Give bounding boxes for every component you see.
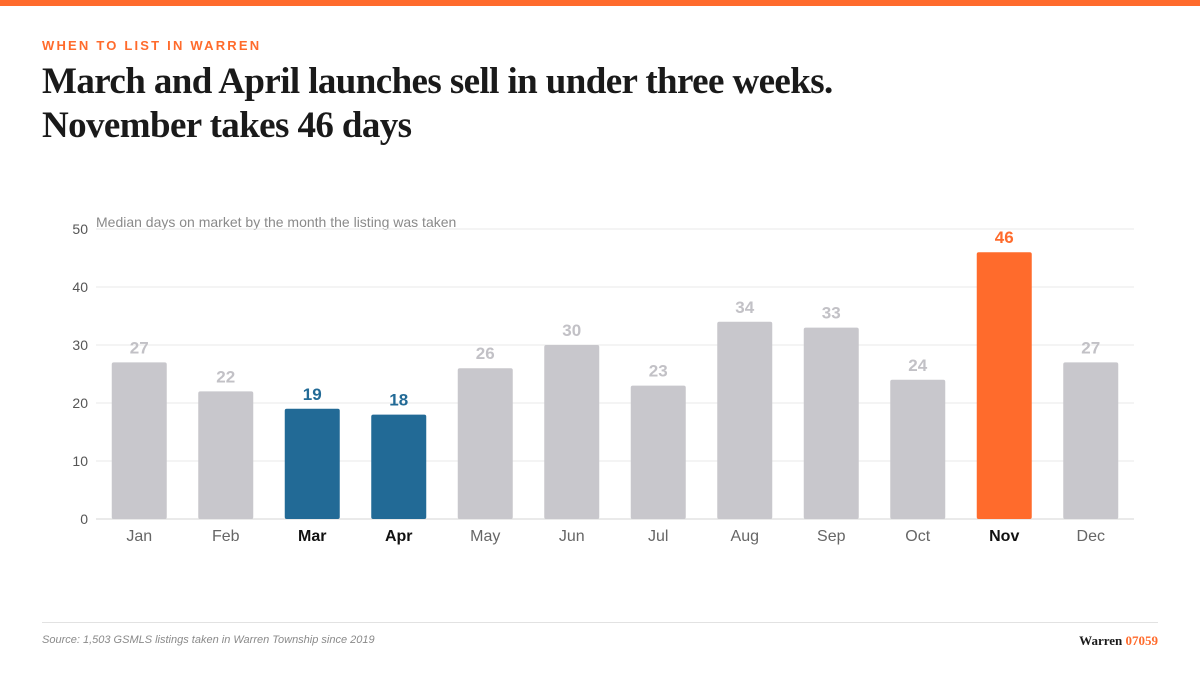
brand-name: Warren	[1079, 633, 1123, 648]
value-label: 33	[822, 304, 841, 323]
chart-subtitle: Median days on market by the month the l…	[96, 214, 456, 230]
x-tick-label: Sep	[817, 528, 846, 545]
y-tick-label: 10	[72, 453, 88, 469]
x-tick-label: Feb	[212, 528, 240, 545]
value-label: 26	[476, 344, 495, 363]
page-title: March and April launches sell in under t…	[42, 60, 1042, 148]
x-axis: Jan Feb Mar Apr May Jun Jul Aug Sep Oct Nov Dec	[126, 528, 1105, 545]
bar-aug	[717, 321, 773, 519]
x-tick-label: Oct	[905, 528, 930, 545]
title-line-1: March and April launches sell in under t…	[42, 61, 833, 102]
bar-feb	[198, 391, 254, 519]
eyebrow-label: WHEN TO LIST IN WARREN	[42, 38, 262, 53]
y-tick-label: 30	[72, 337, 88, 353]
x-tick-label: Aug	[731, 528, 759, 545]
y-tick-label: 20	[72, 395, 88, 411]
bar-sep	[803, 327, 859, 519]
brand-mark: Warren 07059	[1079, 633, 1158, 649]
y-axis: 0 10 20 30 40 50	[72, 221, 88, 527]
brand-zip: 07059	[1125, 633, 1159, 648]
y-tick-label: 40	[72, 279, 88, 295]
grid-lines	[96, 228, 1134, 520]
x-tick-label: Dec	[1077, 528, 1105, 545]
x-tick-label: Apr	[385, 528, 413, 545]
value-label: 22	[216, 367, 235, 386]
value-labels: 27 22 19 18 26 30 23 34 33 24 46 27	[130, 228, 1100, 409]
x-tick-label: Nov	[989, 528, 1019, 545]
title-line-2: November takes 46 days	[42, 105, 412, 146]
bar-jan	[111, 362, 167, 519]
x-tick-label: May	[470, 528, 500, 545]
value-label: 34	[735, 298, 754, 317]
source-note: Source: 1,503 GSMLS listings taken in Wa…	[42, 634, 375, 646]
value-label: 27	[1081, 338, 1100, 357]
value-label: 46	[995, 228, 1014, 247]
top-accent-bar	[0, 0, 1200, 6]
bar-jul	[630, 385, 686, 519]
value-label: 23	[649, 362, 668, 381]
x-tick-label: Mar	[298, 528, 326, 545]
bars	[111, 252, 1119, 519]
x-tick-label: Jan	[126, 528, 152, 545]
value-label: 24	[908, 356, 927, 375]
value-label: 27	[130, 338, 149, 357]
bar-mar	[284, 408, 340, 519]
bar-nov	[976, 252, 1032, 519]
value-label: 30	[562, 321, 581, 340]
footer-divider	[42, 622, 1158, 623]
bar-dec	[1063, 362, 1119, 519]
bar-apr	[371, 414, 427, 519]
bar-oct	[890, 379, 946, 519]
bar-may	[457, 368, 513, 519]
x-tick-label: Jun	[559, 528, 585, 545]
value-label: 19	[303, 385, 322, 404]
x-tick-label: Jul	[648, 528, 668, 545]
value-label: 18	[389, 391, 408, 410]
y-tick-label: 0	[80, 511, 88, 527]
y-tick-label: 50	[72, 221, 88, 237]
bar-jun	[544, 345, 600, 519]
